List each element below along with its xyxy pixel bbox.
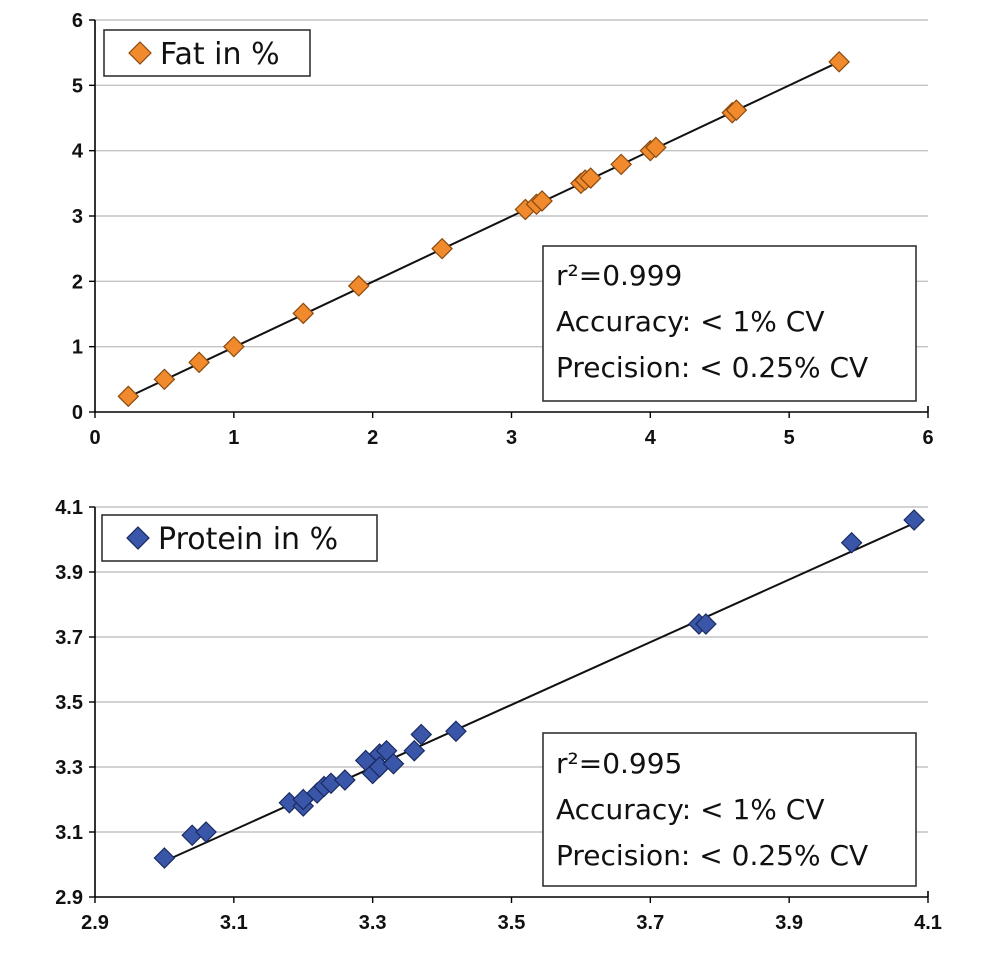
pro-x-tick-label: 4.1 <box>914 912 942 934</box>
fat-legend: Fat in % <box>103 29 311 77</box>
pro-data-point <box>903 509 925 531</box>
fat-data-point <box>828 50 850 73</box>
protein-stats: r²=0.995 Accuracy: < 1% CV Precision: < … <box>542 732 917 887</box>
pro-y-tick-label: 3.5 <box>55 692 83 714</box>
pro-y-tick-label: 3.3 <box>55 757 83 779</box>
protein-legend-label: Protein in % <box>158 522 338 557</box>
fat-data-point <box>531 190 553 212</box>
fat-data-point <box>222 335 245 358</box>
fat-data-point <box>610 153 633 176</box>
fat-regression-line <box>127 60 840 398</box>
fat-fit-line <box>127 60 840 398</box>
fat-data-point <box>725 99 748 122</box>
protein-data-points <box>153 509 925 869</box>
pro-data-point <box>382 752 405 775</box>
fat-data-point <box>579 167 602 189</box>
pro-x-tick-label: 3.3 <box>359 912 387 934</box>
fat-x-tick-label: 3 <box>506 427 517 449</box>
fat-y-tick-label: 6 <box>72 10 83 32</box>
fat-y-tick-label: 0 <box>72 402 83 424</box>
fat-x-tick-label: 6 <box>922 427 933 449</box>
pro-y-tick-label: 3.7 <box>55 627 83 649</box>
fat-y-tick-label: 2 <box>72 271 83 293</box>
fat-data-point <box>117 385 140 408</box>
fat-x-tick-label: 5 <box>784 427 795 449</box>
pro-x-tick-label: 3.9 <box>775 912 803 934</box>
fat-x-tick-label: 1 <box>228 427 239 449</box>
fat-x-tick-label: 2 <box>367 427 378 449</box>
pro-data-point <box>695 613 717 635</box>
pro-data-point <box>410 723 433 746</box>
fat-data-point <box>431 237 453 260</box>
fat-axes <box>89 19 929 418</box>
fat-stat-r2: r²=0.999 <box>556 259 682 292</box>
protein-legend-marker <box>126 526 150 550</box>
protein-tick-labels: 2.9 3.1 3.3 3.5 3.7 3.9 4.1 2.9 3.1 3.3 3.5 3.7 3.9 4… <box>55 497 942 934</box>
fat-data-point <box>645 136 667 159</box>
fat-data-points <box>117 50 850 408</box>
fat-data-point <box>188 351 210 374</box>
protein-chart: 2.9 3.1 3.3 3.5 3.7 3.9 4.1 2.9 3.1 3.3 3.5 3.7 3.9 4… <box>55 497 942 934</box>
pro-data-point <box>334 769 356 791</box>
pro-data-point <box>445 720 467 743</box>
pro-data-point <box>840 531 863 554</box>
fat-chart: 0 1 2 3 4 5 6 0 1 2 3 4 5 6 Fat in % r²=0.999 Accurac… <box>72 10 934 449</box>
pro-data-point <box>403 739 426 762</box>
pro-y-tick-label: 3.9 <box>55 562 83 584</box>
fat-legend-marker <box>128 41 152 65</box>
fat-stat-precision: Precision: < 0.25% CV <box>556 351 868 384</box>
fat-data-point <box>153 368 176 391</box>
pro-y-tick-label: 4.1 <box>55 497 83 519</box>
fat-y-tick-label: 5 <box>72 75 83 97</box>
fat-y-tick-label: 1 <box>72 337 83 359</box>
fat-y-tick-label: 4 <box>72 141 84 163</box>
fat-data-point <box>292 302 315 325</box>
fat-y-tick-label: 3 <box>72 206 83 228</box>
fat-x-tick-label: 0 <box>89 427 100 449</box>
protein-stat-accuracy: Accuracy: < 1% CV <box>556 793 825 826</box>
fat-stats-box <box>542 245 917 402</box>
pro-y-tick-label: 2.9 <box>55 887 83 909</box>
pro-x-tick-label: 2.9 <box>81 912 109 934</box>
pro-y-tick-label: 3.1 <box>55 822 83 844</box>
pro-x-tick-label: 3.5 <box>498 912 526 934</box>
fat-data-point <box>347 275 370 297</box>
fat-legend-label: Fat in % <box>160 37 280 72</box>
protein-stat-r2: r²=0.995 <box>556 747 682 780</box>
pro-x-tick-label: 3.1 <box>220 912 248 934</box>
protein-legend: Protein in % <box>101 514 378 562</box>
protein-axes <box>89 506 929 903</box>
fat-stat-accuracy: Accuracy: < 1% CV <box>556 305 825 338</box>
pro-x-tick-label: 3.7 <box>636 912 664 934</box>
pro-data-point <box>153 847 176 869</box>
pro-data-point <box>195 821 217 843</box>
fat-x-tick-label: 4 <box>645 427 657 449</box>
fat-tick-labels: 0 1 2 3 4 5 6 0 1 2 3 4 5 6 <box>72 10 934 449</box>
fat-stats: r²=0.999 Accuracy: < 1% CV Precision: < … <box>542 245 917 402</box>
protein-stats-box <box>542 732 917 887</box>
protein-stat-precision: Precision: < 0.25% CV <box>556 839 868 872</box>
